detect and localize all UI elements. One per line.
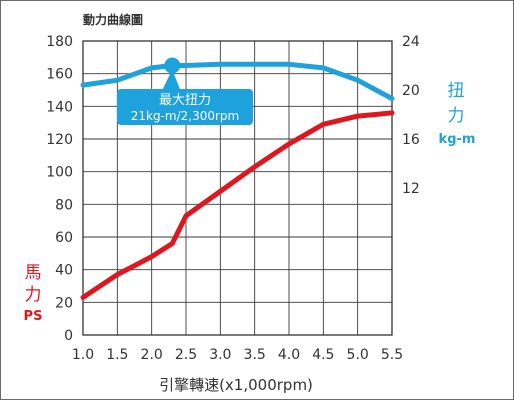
x-axis-label: 引擎轉速(x1,000rpm)	[159, 376, 313, 394]
torque-label-2: 力	[448, 106, 465, 126]
plot-area	[82, 40, 393, 336]
x-tick-label: 5.0	[347, 347, 369, 363]
left-tick-label: 60	[55, 230, 73, 246]
left-tick-label: 160	[46, 67, 73, 83]
annotation-pointer	[162, 69, 181, 90]
x-tick-label: 2.5	[175, 347, 197, 363]
left-tick-label: 40	[55, 263, 73, 279]
left-axis-ticks: 0 20 40 60 80 100 120 140 160 180	[46, 34, 73, 344]
right-tick-label: 16	[402, 132, 420, 148]
x-tick-label: 1.5	[106, 347, 128, 363]
max-torque-marker	[164, 57, 181, 74]
horsepower-line	[80, 110, 395, 300]
right-axis-ticks: 12 16 20 24	[402, 34, 420, 197]
x-axis-ticks: 1.0 1.5 2.0 2.5 3.0 3.5 4.0 4.5 5.0 5.5	[72, 347, 403, 363]
x-tick-label: 3.5	[244, 347, 266, 363]
x-tick-label: 2.0	[141, 347, 163, 363]
right-tick-label: 12	[402, 181, 420, 197]
torque-line	[80, 61, 395, 102]
left-tick-label: 140	[46, 99, 73, 115]
right-tick-label: 24	[402, 34, 420, 50]
x-tick-label: 4.5	[312, 347, 334, 363]
left-tick-label: 120	[46, 132, 73, 148]
x-tick-label: 4.0	[278, 347, 300, 363]
horsepower-unit: PS	[24, 309, 43, 324]
horsepower-label-1: 馬	[25, 263, 42, 283]
annotation-value: 21kg-m/2,300rpm	[131, 109, 240, 123]
horsepower-label-2: 力	[25, 285, 42, 305]
x-tick-label: 1.0	[72, 347, 94, 363]
left-tick-label: 20	[55, 295, 73, 311]
left-tick-label: 180	[46, 34, 73, 50]
annotation-box	[117, 89, 253, 125]
right-tick-label: 20	[402, 83, 420, 99]
x-tick-label: 3.0	[209, 347, 231, 363]
torque-label-1: 扭	[448, 81, 465, 101]
max-torque-annotation: 最大扭力 21kg-m/2,300rpm	[117, 69, 253, 125]
left-tick-label: 0	[64, 328, 73, 344]
left-tick-label: 100	[46, 165, 73, 181]
torque-unit: kg-m	[439, 132, 476, 147]
annotation-title: 最大扭力	[159, 93, 211, 108]
chart-title: 動力曲線圖	[83, 12, 143, 27]
x-tick-label: 5.5	[381, 347, 403, 363]
series-layer	[80, 57, 395, 300]
left-tick-label: 80	[55, 197, 73, 213]
grid	[82, 40, 393, 336]
